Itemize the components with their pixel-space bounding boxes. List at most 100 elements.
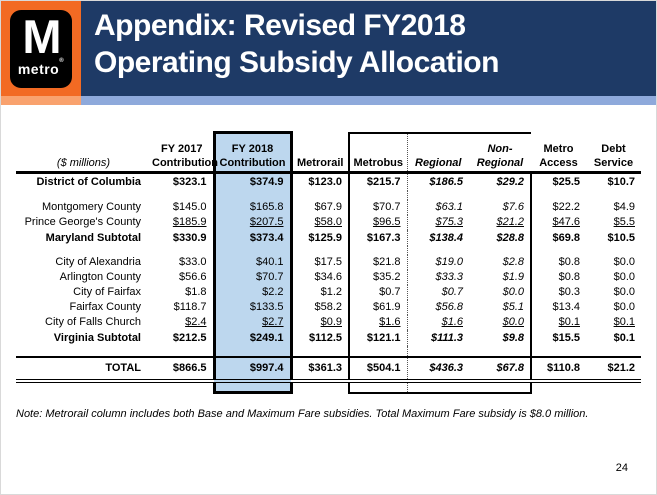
value-cell: $33.0 <box>178 256 207 268</box>
spacer-cell <box>151 191 214 200</box>
header-accent-stripe <box>1 96 656 105</box>
spacer-cell <box>212 381 293 394</box>
header-bar: M metro® Appendix: Revised FY2018 Operat… <box>1 1 656 96</box>
spacer-cell <box>348 191 408 200</box>
spacer-cell <box>291 346 349 357</box>
value-cell: $866.5 <box>151 356 214 383</box>
table-row: District of Columbia $323.1 $374.9 $123.0 $2… <box>16 172 641 191</box>
value-cell: $212.5 <box>172 332 207 344</box>
value-cell: $121.1 <box>348 330 408 346</box>
value-cell: $165.8 <box>212 200 293 215</box>
value-cell: $28.8 <box>469 230 532 246</box>
value-cell: $0.3 <box>558 286 580 298</box>
table-body: District of Columbia $323.1 $374.9 $123.0 $2… <box>16 172 641 394</box>
value-cell: $323.1 <box>172 176 207 188</box>
value-cell: $207.5 <box>212 215 293 230</box>
value-cell: $58.2 <box>314 301 342 313</box>
row-label: Montgomery County <box>41 201 141 213</box>
value-cell: $0.0 <box>613 256 635 268</box>
spacer-cell <box>407 381 469 394</box>
value-cell: $186.5 <box>429 176 463 188</box>
value-cell: $330.9 <box>172 232 207 244</box>
spacer-cell <box>586 381 641 393</box>
row-label: City of Alexandria <box>55 256 141 268</box>
value-cell: $22.2 <box>552 201 580 213</box>
row-label: Arlington County <box>59 271 141 283</box>
value-cell: $58.0 <box>314 216 342 228</box>
value-cell: $145.0 <box>172 201 207 213</box>
spacer-cell <box>586 191 641 200</box>
value-cell: $112.5 <box>308 332 342 344</box>
table-row: Arlington County $56.6 $70.7 $34.6 $35.2 $33.… <box>16 270 641 285</box>
value-cell: $373.4 <box>212 230 293 246</box>
value-cell: $96.5 <box>348 215 408 230</box>
value-cell: $61.9 <box>348 300 408 315</box>
metro-logo: M metro® <box>10 9 72 88</box>
table-wrap: ($ millions) FY 2017 Contribution FY 2018 Co… <box>16 131 656 394</box>
value-cell: $249.1 <box>212 330 293 346</box>
value-cell: $0.1 <box>613 332 635 344</box>
value-cell: $70.7 <box>212 270 293 285</box>
value-cell: $997.4 <box>212 356 293 383</box>
spacer-cell <box>151 381 214 393</box>
value-cell: $1.8 <box>185 286 207 298</box>
value-cell: $0.1 <box>558 316 580 328</box>
value-cell: $17.5 <box>314 256 342 268</box>
column-header: FY 2017 Contribution <box>151 132 218 174</box>
table-row: Virginia Subtotal $212.5 $249.1 $112.5 $121.… <box>16 330 641 346</box>
value-cell: $25.5 <box>552 176 580 188</box>
value-cell: $40.1 <box>212 255 293 270</box>
table-row: Montgomery County $145.0 $165.8 $67.9 $70.7 $… <box>16 200 641 215</box>
row-label: Maryland Subtotal <box>45 232 141 244</box>
value-cell: $5.5 <box>613 216 635 228</box>
value-cell: $21.2 <box>586 356 641 383</box>
value-cell: $2.7 <box>212 315 293 330</box>
value-cell: $56.8 <box>435 301 463 313</box>
value-cell: $0.8 <box>558 256 580 268</box>
spacer-cell <box>348 346 408 357</box>
value-cell: $138.4 <box>429 232 463 244</box>
value-cell: $56.6 <box>178 271 207 283</box>
spacer-cell <box>469 346 532 357</box>
metro-logo-m: M <box>22 9 61 63</box>
spacer-cell <box>151 346 214 357</box>
table-row: Fairfax County $118.7 $133.5 $58.2 $61.9 $56.… <box>16 300 641 315</box>
stripe-blue <box>81 96 656 105</box>
spacer-cell <box>16 346 151 357</box>
table-row: City of Falls Church $2.4 $2.7 $0.9 $1.6 $1.6… <box>16 315 641 330</box>
spacer-cell <box>348 246 408 255</box>
subsidy-table: ($ millions) FY 2017 Contribution FY 2018 Co… <box>16 131 641 394</box>
spacer-cell <box>212 346 293 357</box>
value-cell: $10.7 <box>607 176 635 188</box>
spacer-cell <box>531 381 586 393</box>
page-number: 24 <box>615 462 628 474</box>
column-header: Regional <box>407 131 469 174</box>
row-label: Fairfax County <box>69 301 141 313</box>
row-label: City of Fairfax <box>73 286 141 298</box>
value-cell: $1.6 <box>348 315 408 330</box>
value-cell: $215.7 <box>348 172 408 191</box>
spacer-cell <box>531 246 586 255</box>
value-cell: $110.8 <box>531 356 586 383</box>
table-row <box>16 381 641 394</box>
value-cell: $0.1 <box>613 316 635 328</box>
value-cell: $0.0 <box>469 285 532 300</box>
value-cell: $9.8 <box>469 330 532 346</box>
value-cell: $19.0 <box>435 256 463 268</box>
table-row: City of Fairfax $1.8 $2.2 $1.2 $0.7 $0.7 $0.0 $… <box>16 285 641 300</box>
value-cell: $1.2 <box>320 286 342 298</box>
table-row <box>16 246 641 255</box>
spacer-cell <box>531 191 586 200</box>
page-title-line2: Operating Subsidy Allocation <box>94 45 499 79</box>
value-cell: $185.9 <box>172 216 207 228</box>
table-row: Maryland Subtotal $330.9 $373.4 $125.9 $167.… <box>16 230 641 246</box>
value-cell: $0.7 <box>348 285 408 300</box>
spacer-cell <box>16 191 151 200</box>
metro-logo-wordmark: metro® <box>17 57 65 77</box>
value-cell: $21.2 <box>469 215 532 230</box>
spacer-cell <box>291 191 349 200</box>
value-cell: $0.8 <box>558 271 580 283</box>
value-cell: $0.0 <box>613 301 635 313</box>
registered-mark: ® <box>59 57 65 64</box>
value-cell: $5.1 <box>469 300 532 315</box>
